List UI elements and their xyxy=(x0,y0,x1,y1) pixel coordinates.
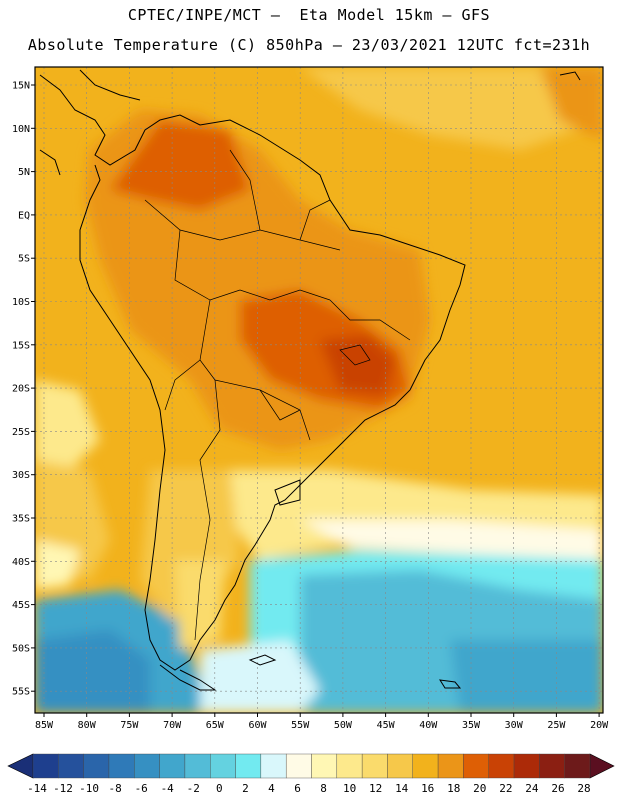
colorbar-label: 0 xyxy=(216,782,223,795)
lon-label: 25W xyxy=(547,720,566,731)
colorbar-label: 22 xyxy=(499,782,512,795)
colorbar-label: 20 xyxy=(473,782,486,795)
lat-label: 35S xyxy=(12,514,30,525)
lon-label: 85W xyxy=(35,720,54,731)
lon-label: 40W xyxy=(419,720,438,731)
colorbar-swatch xyxy=(437,753,464,779)
lat-label: 45S xyxy=(12,600,30,611)
lat-label: 25S xyxy=(12,427,30,438)
lat-label: 40S xyxy=(12,557,30,568)
lat-label: 50S xyxy=(12,643,30,654)
colorbar-swatch xyxy=(513,753,540,779)
colorbar-swatch xyxy=(539,753,565,779)
colorbar-swatch xyxy=(285,753,312,779)
colorbar-label: 16 xyxy=(421,782,434,795)
lat-label: 15N xyxy=(12,81,30,92)
lon-label: 80W xyxy=(78,720,97,731)
lat-label: 5N xyxy=(18,167,30,178)
longitude-labels: 85W 80W 75W 70W 65W 60W 55W 50W 45W 40W 35W 30W 25W 2… xyxy=(35,720,609,731)
colorbar-swatch xyxy=(58,753,84,779)
latitude-labels: 15N 10N 5N EQ 5S 10S 15S 20S 25S 30S 35S 40S 45S 50S 5… xyxy=(12,81,30,698)
colorbar-label: -4 xyxy=(161,782,175,795)
lon-label: 60W xyxy=(248,720,267,731)
lat-label: 10N xyxy=(12,124,30,135)
colorbar-label: 12 xyxy=(369,782,382,795)
lon-label: 55W xyxy=(291,720,310,731)
colorbar-swatch xyxy=(83,753,110,779)
coastlines xyxy=(39,69,581,691)
colorbar-swatch xyxy=(210,753,236,779)
lat-label: 55S xyxy=(12,687,30,698)
colorbar-label: -2 xyxy=(187,782,200,795)
colorbar-label: 2 xyxy=(242,782,249,795)
colorbar-high-arrow xyxy=(589,753,615,779)
colorbar-label: 26 xyxy=(551,782,564,795)
colorbar-label: 6 xyxy=(294,782,301,795)
colorbar-swatch xyxy=(260,753,287,779)
map-title-line2: Absolute Temperature (C) 850hPa – 23/03/… xyxy=(27,36,591,54)
colorbar-swatch xyxy=(463,753,489,779)
colorbar-swatch xyxy=(311,753,338,779)
colorbar-swatch xyxy=(336,753,363,779)
colorbar-swatch xyxy=(387,753,413,779)
lat-label: 15S xyxy=(12,340,30,351)
colorbar-labels: -14 -12 -10 -8 -6 -4 -2 0 2 4 6 8 10 12 14 16 18 20 22 24 26… xyxy=(27,782,591,795)
colorbar-swatch xyxy=(361,753,388,779)
colorbar-swatch xyxy=(488,753,515,779)
lon-label: 70W xyxy=(163,720,182,731)
temperature-field xyxy=(35,67,603,713)
colorbar-label: -8 xyxy=(108,782,121,795)
colorbar-swatch xyxy=(412,753,439,779)
colorbar-swatch xyxy=(184,753,211,779)
colorbar xyxy=(7,753,615,779)
colorbar-swatch xyxy=(235,753,262,779)
colorbar-label: -14 xyxy=(27,782,47,795)
lon-label: 35W xyxy=(462,720,481,731)
lon-label: 50W xyxy=(334,720,353,731)
colorbar-swatch xyxy=(134,753,160,779)
colorbar-label: 14 xyxy=(395,782,409,795)
lon-label: 75W xyxy=(120,720,139,731)
colorbar-label: 28 xyxy=(577,782,590,795)
colorbar-label: 24 xyxy=(525,782,539,795)
lat-label: 30S xyxy=(12,470,30,481)
lon-label: 45W xyxy=(377,720,396,731)
lat-label: 20S xyxy=(12,384,30,395)
lat-label: 10S xyxy=(12,297,30,308)
map-title-line1: CPTEC/INPE/MCT – Eta Model 15km – GFS xyxy=(127,6,491,24)
colorbar-swatch xyxy=(159,753,186,779)
map-frame xyxy=(34,66,604,714)
lon-label: 30W xyxy=(505,720,524,731)
colorbar-swatch xyxy=(32,753,59,779)
country-borders xyxy=(144,149,411,641)
colorbar-label: 4 xyxy=(268,782,275,795)
lat-label: EQ xyxy=(18,210,30,221)
colorbar-label: -10 xyxy=(79,782,99,795)
colorbar-label: 8 xyxy=(320,782,327,795)
colorbar-swatch xyxy=(564,753,591,779)
colorbar-label: -12 xyxy=(53,782,73,795)
colorbar-label: 18 xyxy=(447,782,460,795)
colorbar-swatch xyxy=(108,753,135,779)
lon-label: 65W xyxy=(206,720,225,731)
lon-label: 20W xyxy=(590,720,609,731)
colorbar-low-arrow xyxy=(7,753,34,779)
colorbar-label: 10 xyxy=(343,782,356,795)
lat-label: 5S xyxy=(18,254,30,265)
colorbar-label: -6 xyxy=(135,782,148,795)
